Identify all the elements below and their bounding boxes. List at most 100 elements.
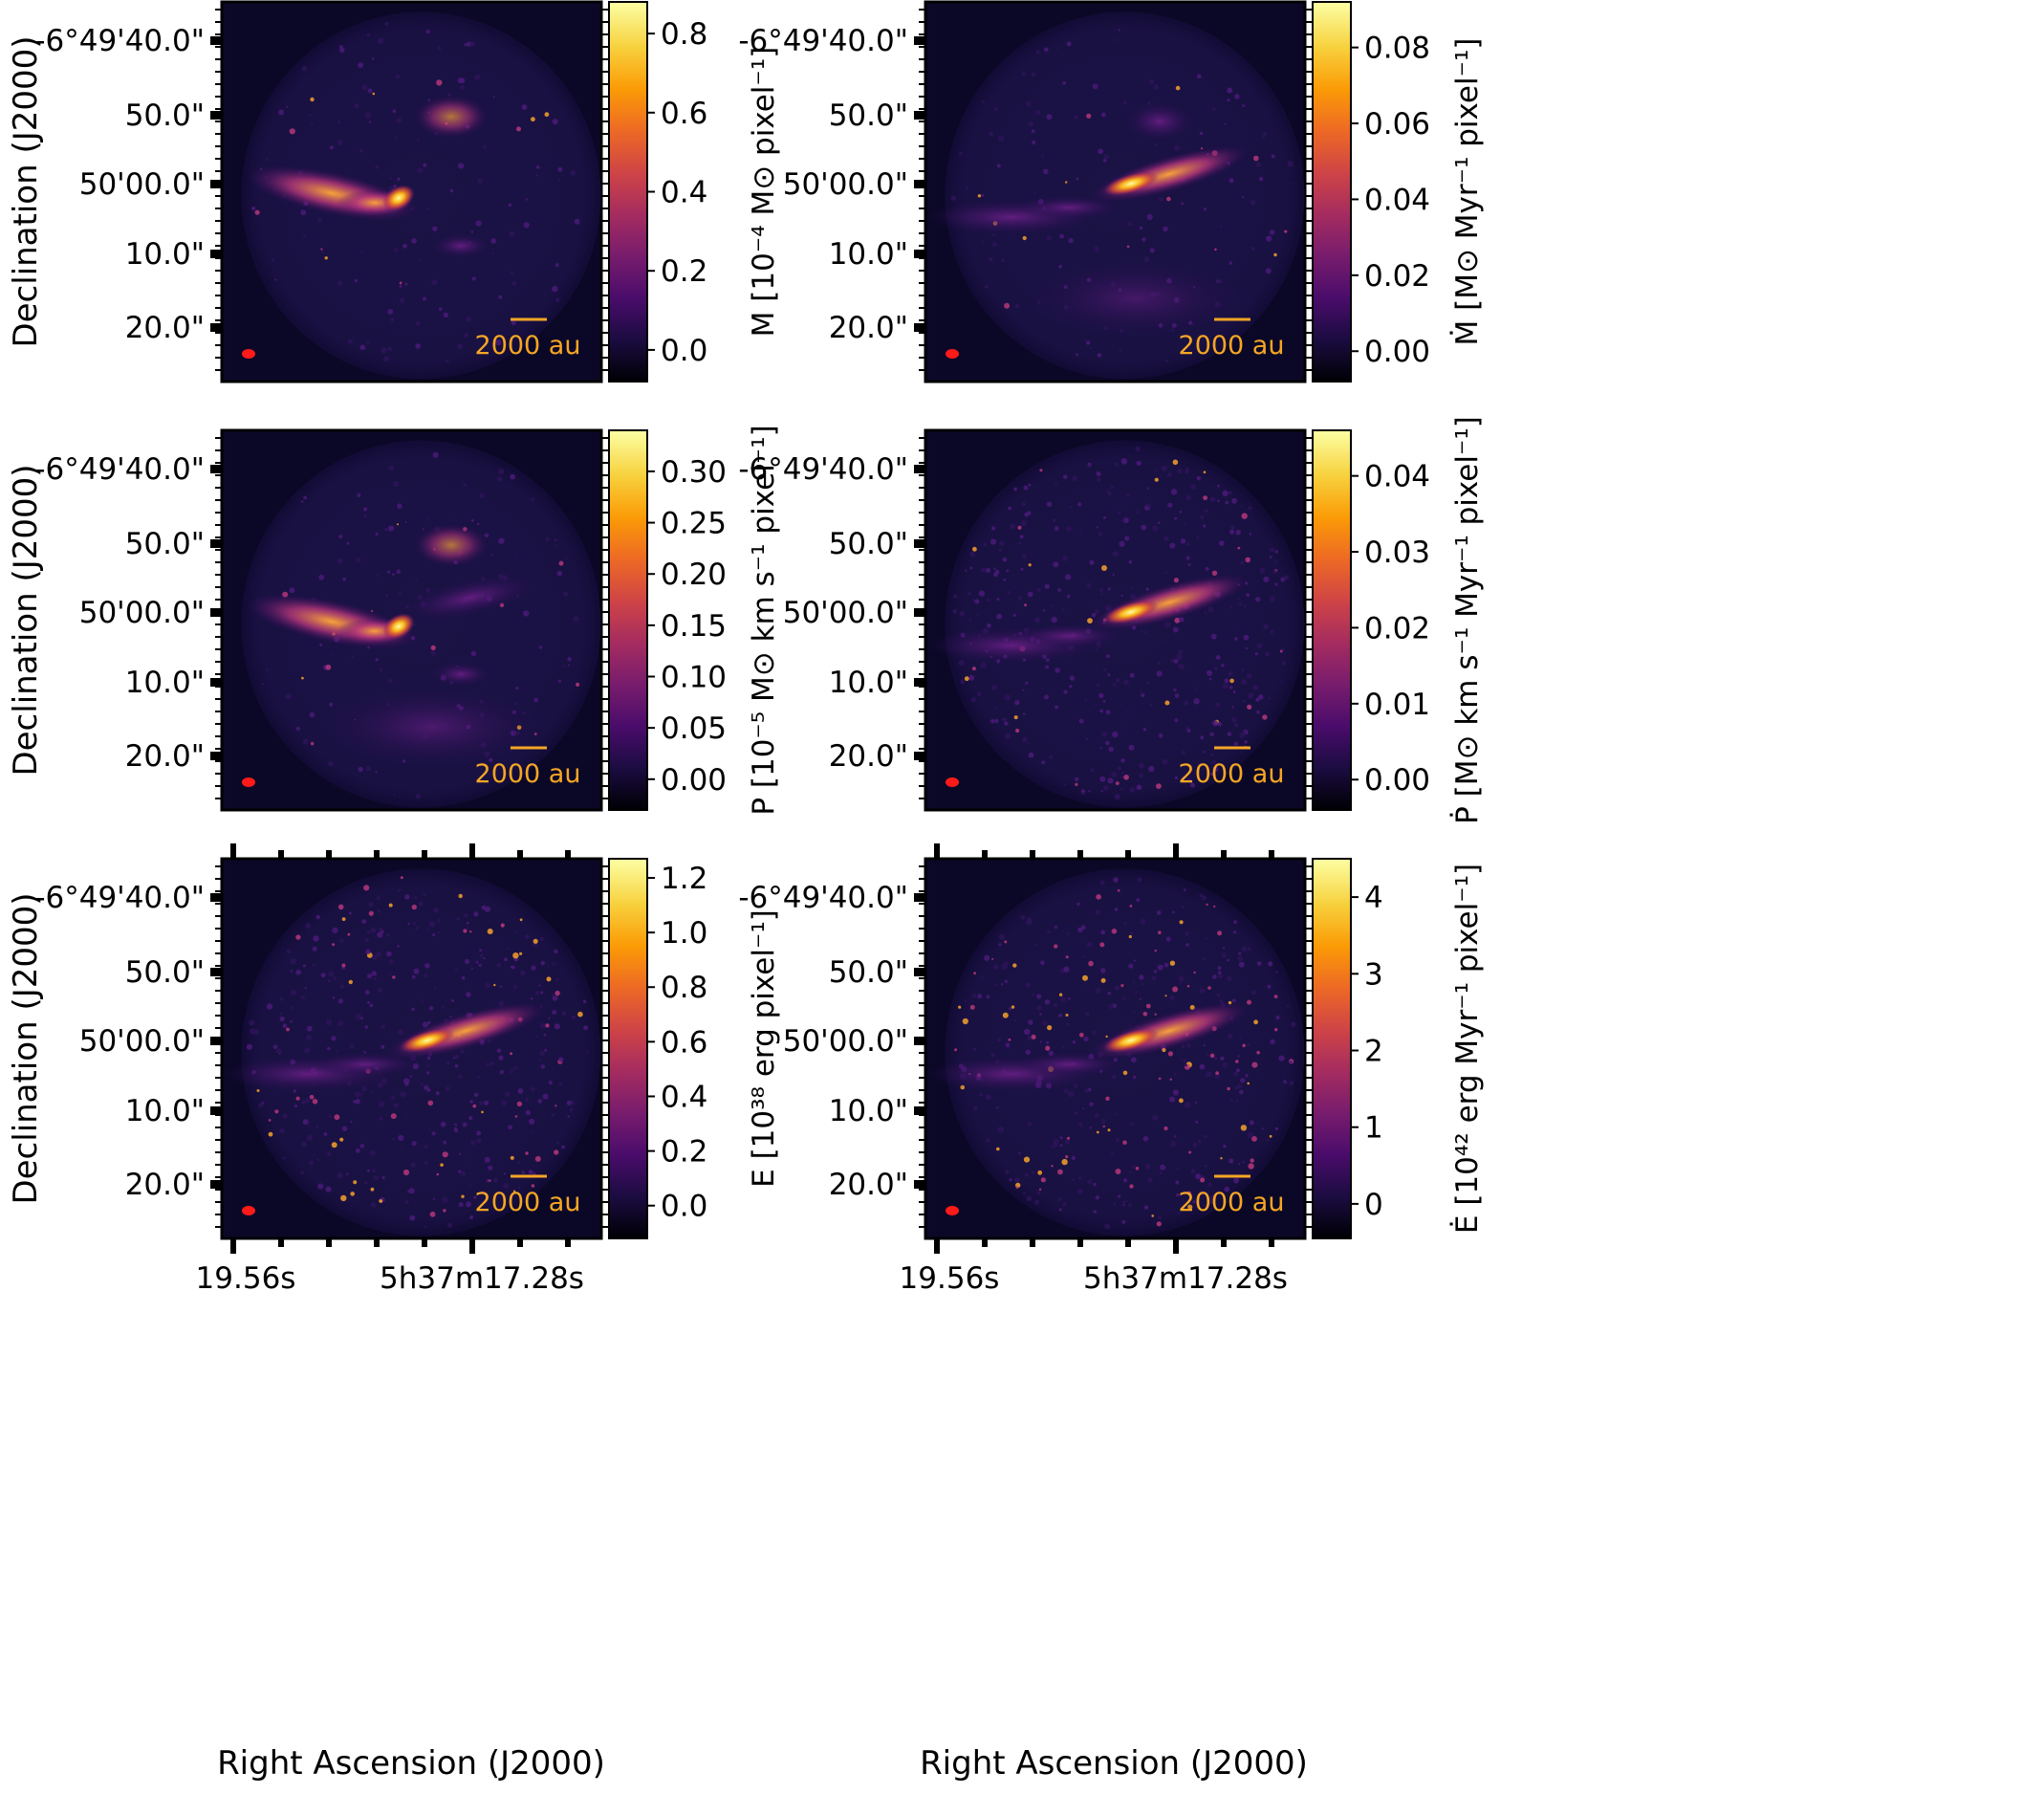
- speckle: [394, 248, 399, 252]
- colorbar-tick-label: 3: [1364, 957, 1383, 992]
- speckle: [1227, 1086, 1230, 1091]
- speckle: [392, 481, 400, 488]
- speckle: [1142, 1012, 1148, 1017]
- speckle: [992, 233, 995, 237]
- colorbar: [1312, 429, 1352, 811]
- speckle: [1013, 1019, 1017, 1022]
- speckle: [517, 1088, 524, 1094]
- speckle: [332, 996, 336, 999]
- speckle: [1256, 961, 1262, 966]
- speckle: [1035, 109, 1041, 115]
- speckle: [379, 1116, 383, 1121]
- speckle: [1023, 1156, 1031, 1163]
- speckle: [1115, 1138, 1120, 1143]
- speckle: [1135, 446, 1141, 452]
- speckle: [399, 297, 405, 304]
- speckle: [426, 929, 429, 931]
- hot-spot: [1103, 171, 1159, 196]
- speckle: [1174, 1135, 1177, 1138]
- speckle: [1234, 1086, 1238, 1090]
- speckle: [452, 519, 455, 522]
- speckle: [1179, 982, 1182, 985]
- speckle: [1041, 687, 1043, 689]
- speckle: [958, 660, 965, 667]
- speckle: [454, 1054, 460, 1060]
- speckle: [1270, 1039, 1275, 1045]
- speckle: [415, 320, 421, 326]
- speckle: [427, 1100, 434, 1106]
- speckle: [1136, 784, 1142, 791]
- speckle: [995, 706, 998, 710]
- speckle: [432, 226, 438, 231]
- speckle: [359, 1144, 365, 1149]
- speckle: [1076, 177, 1079, 181]
- speckle: [1092, 83, 1098, 90]
- speckle: [1069, 675, 1076, 681]
- hot-spot: [382, 185, 415, 211]
- speckle: [1253, 1019, 1258, 1025]
- speckle: [1202, 895, 1207, 901]
- speckle: [470, 230, 474, 233]
- speckle: [446, 1222, 453, 1228]
- speckle: [1139, 226, 1143, 230]
- speckle: [1102, 1125, 1106, 1128]
- speckle: [1174, 776, 1178, 780]
- speckle: [354, 103, 359, 109]
- speckle: [486, 1178, 490, 1183]
- speckle: [386, 951, 392, 957]
- speckle: [1220, 1056, 1225, 1061]
- speckle: [1009, 1007, 1012, 1011]
- speckle: [1004, 979, 1009, 984]
- colorbar-tick-label: 0.8: [661, 971, 707, 1005]
- beam-ellipse: [242, 1206, 255, 1215]
- speckle: [408, 1188, 415, 1194]
- ra-tick-bottom: [934, 1238, 940, 1254]
- speckle: [1102, 667, 1107, 672]
- speckle: [309, 711, 315, 718]
- speckle: [1108, 746, 1114, 753]
- speckle: [509, 230, 515, 237]
- speckle: [317, 1183, 324, 1190]
- speckle: [392, 573, 395, 576]
- speckle: [543, 1033, 547, 1037]
- dec-major-tick: [210, 323, 222, 332]
- speckle: [1217, 973, 1224, 979]
- primary-beam-field: [241, 11, 601, 380]
- speckle: [1246, 593, 1250, 597]
- speckle: [1120, 776, 1124, 779]
- colorbar-tick-label: 0.05: [661, 711, 727, 746]
- speckle: [385, 932, 390, 937]
- speckle: [468, 1184, 471, 1187]
- speckle: [1291, 1021, 1296, 1028]
- speckle: [1129, 905, 1133, 908]
- speckle: [300, 500, 304, 503]
- speckle: [1147, 1177, 1153, 1183]
- speckle: [1061, 1046, 1065, 1049]
- speckle: [1241, 679, 1248, 686]
- speckle: [328, 971, 335, 977]
- speckle: [544, 112, 550, 118]
- speckle: [1175, 1180, 1180, 1185]
- colorbar-tick-label: 0.15: [661, 609, 727, 644]
- speckle: [1115, 1169, 1121, 1174]
- speckle: [515, 931, 518, 934]
- speckle: [309, 113, 312, 117]
- speckle: [968, 592, 971, 596]
- speckle: [1199, 131, 1204, 136]
- colorbar-tick-label: 0.06: [1364, 107, 1430, 142]
- speckle: [510, 1052, 513, 1056]
- speckle: [1064, 1139, 1071, 1145]
- speckle: [1206, 1053, 1209, 1057]
- hot-spot: [1103, 1028, 1159, 1053]
- speckle: [388, 903, 393, 908]
- dec-major-tick: [210, 968, 222, 976]
- speckle: [1065, 574, 1072, 580]
- speckle: [377, 896, 381, 900]
- dec-tick-label: 50'00.0": [79, 596, 205, 630]
- speckle: [525, 198, 529, 201]
- speckle: [249, 1019, 255, 1026]
- speckle: [1100, 112, 1106, 118]
- speckle: [1221, 952, 1227, 958]
- speckle: [418, 901, 424, 907]
- speckle: [310, 97, 315, 102]
